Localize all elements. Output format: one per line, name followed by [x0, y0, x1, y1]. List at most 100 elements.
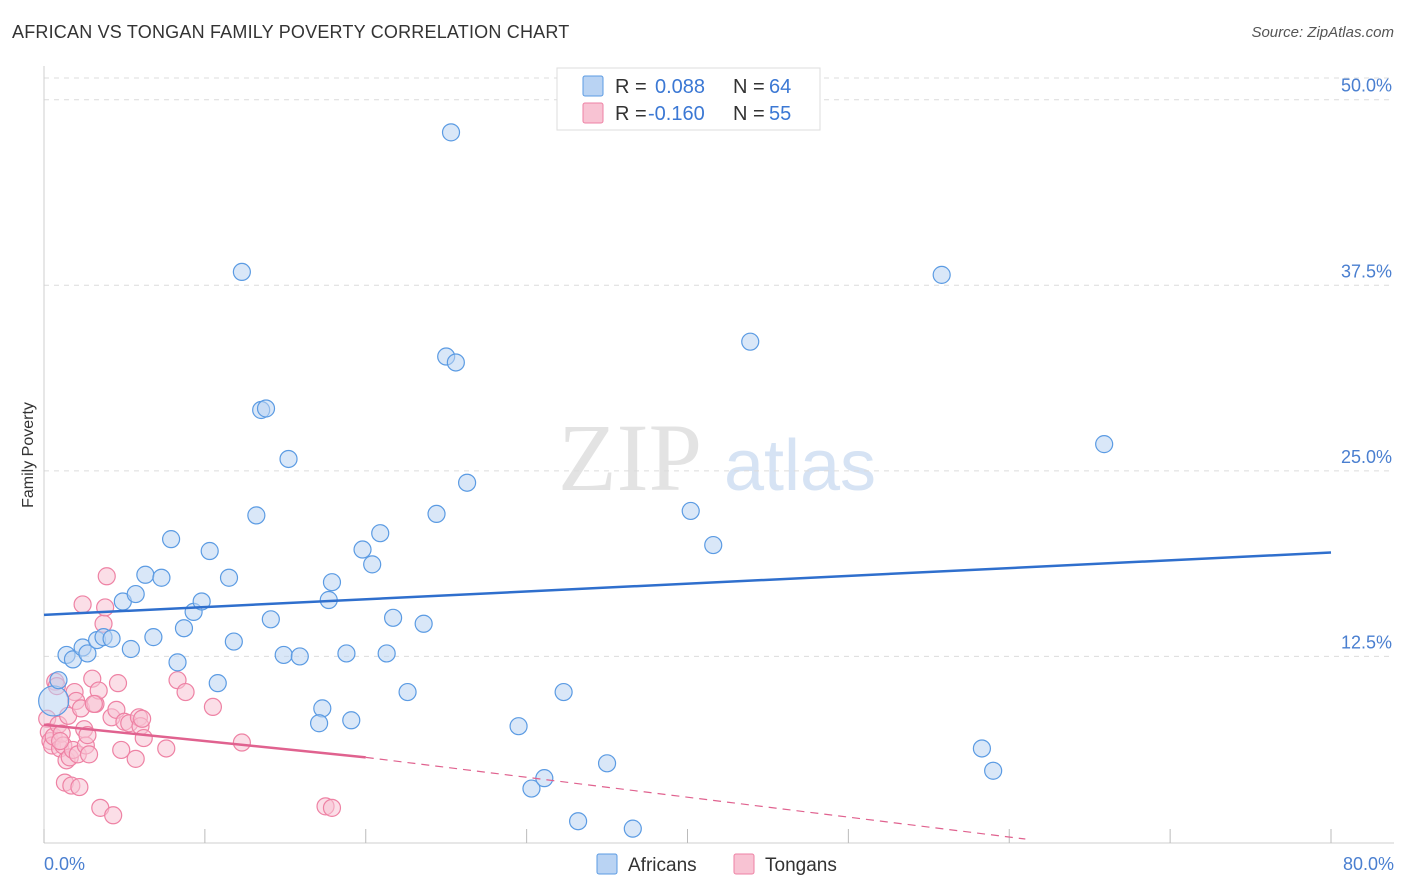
- africans-points: [38, 123, 1114, 838]
- africans-point: [256, 399, 276, 418]
- y-tick-labels: 12.5% 25.0% 37.5% 50.0%: [1341, 76, 1392, 653]
- tongans-point: [157, 739, 176, 758]
- tongans-point: [176, 682, 195, 702]
- legend-swatch-tongans: [582, 102, 604, 124]
- y-tick-label: 37.5%: [1341, 261, 1392, 281]
- africans-point: [353, 540, 372, 559]
- tongans-point: [78, 726, 97, 745]
- legend-n-label-1: N =: [733, 76, 765, 98]
- tongans-point: [73, 595, 92, 614]
- africans-point: [623, 819, 642, 838]
- africans-point: [597, 754, 617, 773]
- tongans-trend-extension: [365, 756, 1026, 840]
- africans-point: [342, 711, 361, 730]
- africans-point: [224, 632, 243, 651]
- africans-point: [363, 555, 382, 574]
- africans-point: [121, 639, 140, 659]
- africans-point: [741, 332, 760, 351]
- tongans-point: [70, 777, 89, 797]
- africans-point: [200, 541, 219, 561]
- africans-point: [704, 535, 723, 555]
- africans-point: [144, 628, 163, 647]
- africans-point: [247, 506, 266, 525]
- africans-point: [232, 262, 251, 282]
- africans-point: [458, 473, 477, 492]
- watermark-zip: ZIP: [558, 404, 702, 511]
- y-tick-label: 50.0%: [1341, 76, 1392, 96]
- africans-point: [554, 682, 573, 702]
- tongans-point: [97, 567, 116, 586]
- africans-point: [446, 353, 465, 372]
- africans-point: [377, 644, 396, 663]
- africans-point: [174, 619, 194, 638]
- africans-point: [522, 779, 541, 798]
- legend-n-value-2: 55: [769, 103, 791, 125]
- tongans-point: [50, 731, 70, 751]
- tongans-point: [84, 694, 103, 714]
- africans-point: [49, 671, 68, 690]
- source-label: Source: ZipAtlas.com: [1251, 24, 1394, 41]
- tongans-point: [108, 674, 128, 693]
- africans-point: [136, 565, 155, 584]
- bottom-legend-swatch-africans: [596, 853, 618, 875]
- tongans-point: [112, 740, 131, 760]
- africans-point: [126, 584, 145, 604]
- legend-r-label-1: R =: [615, 76, 647, 98]
- legend-r-value-1: 0.088: [655, 76, 705, 98]
- africans-point: [337, 644, 356, 663]
- x-tick-label-max: 80.0%: [1343, 854, 1394, 874]
- x-ticks: [43, 829, 1332, 843]
- africans-trend-line: [43, 551, 1332, 617]
- x-tick-label-min: 0.0%: [44, 854, 85, 874]
- africans-point: [932, 265, 951, 284]
- africans-point: [161, 530, 181, 549]
- tongans-point: [232, 733, 251, 752]
- africans-point: [309, 714, 329, 733]
- africans-point: [279, 449, 298, 469]
- y-axis-label: Family Poverty: [20, 402, 37, 508]
- watermark-atlas: atlas: [724, 426, 876, 506]
- tongans-point: [134, 728, 153, 748]
- tongans-trend-line: [43, 723, 366, 759]
- africans-point: [398, 682, 417, 702]
- africans-point: [208, 674, 227, 693]
- legend-r-value-2: -0.160: [648, 103, 705, 125]
- tongans-point: [322, 798, 342, 817]
- tongans-point: [203, 697, 223, 717]
- series-legend: Africans Tongans: [596, 853, 837, 876]
- africans-point: [414, 614, 433, 633]
- bottom-legend-africans: Africans: [628, 855, 697, 876]
- africans-point: [313, 699, 332, 718]
- gridlines: [44, 77, 1394, 657]
- africans-point: [441, 123, 461, 142]
- africans-point: [509, 717, 528, 736]
- tongans-point: [126, 749, 145, 768]
- africans-point: [1095, 435, 1114, 454]
- africans-point: [371, 524, 390, 543]
- africans-point: [322, 573, 342, 592]
- legend-swatch-africans: [582, 75, 604, 97]
- africans-point: [261, 610, 280, 629]
- africans-point: [152, 568, 171, 587]
- tongans-point: [79, 745, 99, 764]
- africans-point: [192, 592, 211, 611]
- legend-n-label-2: N =: [733, 103, 765, 125]
- y-tick-label: 12.5%: [1341, 632, 1392, 652]
- africans-point: [569, 812, 588, 831]
- africans-point: [427, 504, 446, 524]
- africans-point: [290, 647, 309, 666]
- bottom-legend-tongans: Tongans: [765, 855, 837, 876]
- bottom-legend-swatch-tongans: [733, 853, 755, 875]
- africans-point: [38, 685, 70, 717]
- trend-lines: [43, 551, 1332, 840]
- africans-point: [383, 608, 403, 627]
- africans-point: [219, 568, 239, 587]
- africans-point: [681, 501, 700, 521]
- africans-point: [984, 761, 1003, 780]
- y-tick-label: 25.0%: [1341, 447, 1392, 467]
- legend-n-value-1: 64: [769, 76, 791, 98]
- chart-title: AFRICAN VS TONGAN FAMILY POVERTY CORRELA…: [12, 22, 570, 42]
- africans-point: [78, 644, 97, 663]
- africans-point: [274, 645, 293, 665]
